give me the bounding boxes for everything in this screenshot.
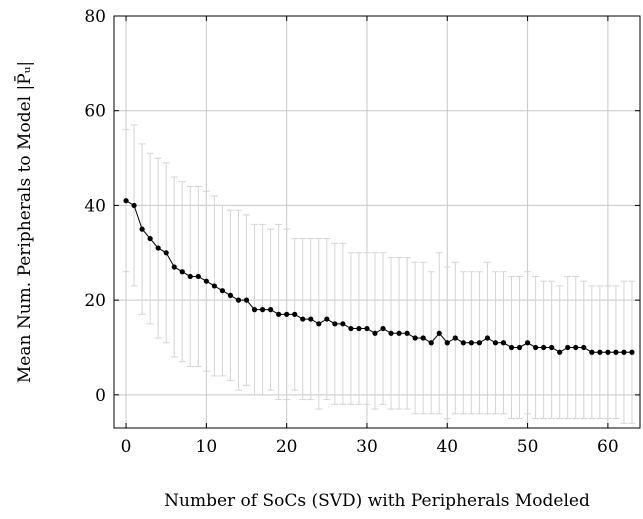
x-tick-label: 50 bbox=[517, 437, 539, 457]
data-point bbox=[557, 349, 563, 355]
data-point bbox=[155, 245, 161, 251]
data-point bbox=[436, 330, 442, 336]
data-point bbox=[581, 344, 587, 351]
data-point bbox=[251, 307, 258, 313]
x-tick-label: 20 bbox=[276, 437, 298, 457]
y-tick-label: 20 bbox=[84, 291, 106, 311]
data-point bbox=[372, 330, 378, 336]
data-point bbox=[476, 340, 482, 346]
data-point bbox=[300, 316, 306, 322]
data-point bbox=[211, 283, 217, 289]
data-point bbox=[549, 344, 555, 351]
series-line-layer bbox=[125, 200, 632, 353]
data-point bbox=[203, 278, 209, 284]
data-point bbox=[195, 273, 201, 280]
data-point bbox=[227, 292, 234, 299]
data-point bbox=[308, 316, 314, 322]
data-point bbox=[147, 235, 153, 242]
data-point bbox=[235, 297, 242, 303]
data-point bbox=[500, 340, 507, 346]
data-point bbox=[508, 344, 515, 351]
data-point bbox=[533, 344, 539, 351]
data-point bbox=[316, 321, 322, 327]
data-point bbox=[428, 340, 434, 346]
x-tick-label: 40 bbox=[436, 437, 458, 457]
x-tick-label: 10 bbox=[196, 437, 218, 457]
data-point bbox=[380, 325, 386, 332]
data-point bbox=[139, 226, 145, 232]
x-tick-label: 60 bbox=[597, 437, 619, 457]
data-point bbox=[420, 335, 426, 341]
data-point bbox=[364, 325, 370, 332]
data-points bbox=[123, 198, 635, 355]
data-point bbox=[348, 325, 354, 332]
data-point bbox=[163, 250, 169, 256]
data-point bbox=[219, 288, 226, 294]
data-point bbox=[468, 340, 474, 346]
data-point bbox=[284, 311, 290, 317]
data-point bbox=[187, 273, 193, 280]
data-point bbox=[388, 330, 394, 336]
series-line bbox=[125, 200, 632, 353]
data-point bbox=[541, 344, 547, 351]
x-tick-label: 30 bbox=[356, 437, 378, 457]
data-point bbox=[123, 198, 129, 204]
y-tick-label: 80 bbox=[84, 7, 106, 27]
data-point bbox=[444, 340, 450, 346]
data-point bbox=[573, 344, 579, 351]
x-axis-label: Number of SoCs (SVD) with Peripherals Mo… bbox=[164, 491, 590, 511]
y-tick-label: 60 bbox=[84, 102, 106, 122]
axis-ticks: 0 10 20 30 40 50 60 0 20 40 60 80 bbox=[84, 7, 640, 457]
y-axis-label: Mean Num. Peripherals to Model |P̄ᵤ| bbox=[13, 61, 35, 383]
error-bars bbox=[122, 124, 636, 424]
y-tick-label: 40 bbox=[84, 196, 106, 216]
data-point bbox=[492, 340, 499, 346]
data-point bbox=[267, 307, 274, 313]
data-point bbox=[524, 340, 531, 346]
data-point bbox=[460, 340, 466, 346]
data-point bbox=[356, 325, 362, 332]
data-point bbox=[259, 307, 266, 313]
data-point bbox=[292, 311, 298, 317]
data-point bbox=[332, 321, 338, 327]
data-point bbox=[404, 330, 410, 336]
data-point bbox=[412, 335, 418, 341]
data-point bbox=[276, 311, 282, 317]
data-point bbox=[452, 335, 458, 341]
x-tick-label: 0 bbox=[121, 437, 132, 457]
data-point bbox=[340, 321, 346, 327]
data-point bbox=[131, 202, 137, 209]
data-point bbox=[589, 349, 595, 355]
data-point bbox=[243, 297, 250, 303]
data-point bbox=[484, 335, 491, 341]
plot-frame bbox=[113, 15, 641, 429]
data-point bbox=[597, 349, 603, 355]
data-point bbox=[565, 344, 571, 351]
data-point bbox=[613, 349, 619, 355]
data-point bbox=[396, 330, 402, 336]
data-point bbox=[171, 264, 177, 270]
data-point bbox=[324, 316, 330, 322]
data-point bbox=[179, 269, 185, 275]
y-tick-label: 0 bbox=[95, 386, 106, 406]
data-point bbox=[629, 349, 635, 355]
data-point bbox=[516, 344, 523, 351]
data-point bbox=[621, 349, 627, 355]
data-point bbox=[605, 349, 611, 355]
